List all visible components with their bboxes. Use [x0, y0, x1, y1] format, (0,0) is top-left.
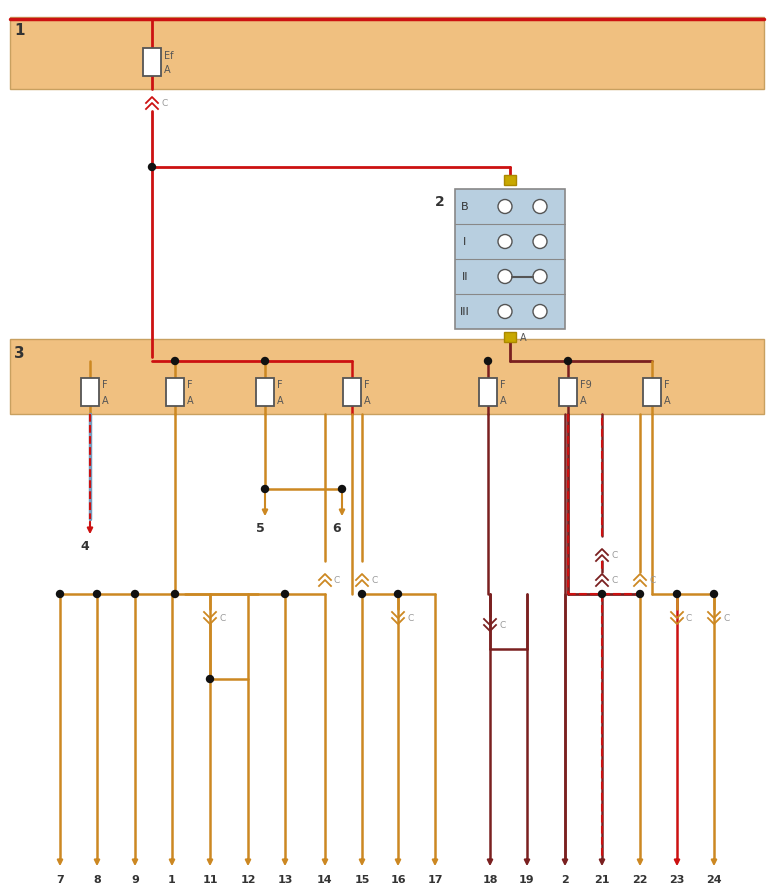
Circle shape: [533, 236, 547, 249]
Text: A: A: [102, 395, 108, 406]
Text: C: C: [371, 576, 377, 585]
Text: C: C: [334, 576, 341, 585]
Text: 15: 15: [354, 874, 370, 884]
Text: C: C: [686, 614, 692, 623]
Text: 21: 21: [594, 874, 610, 884]
Bar: [643, 378, 661, 407]
Text: A: A: [164, 65, 170, 75]
Circle shape: [673, 591, 680, 598]
Circle shape: [498, 270, 512, 284]
Text: 6: 6: [333, 522, 341, 534]
Text: A: A: [580, 395, 587, 406]
Text: C: C: [407, 614, 413, 623]
Circle shape: [533, 200, 547, 214]
Bar: [504, 175, 516, 186]
Circle shape: [498, 236, 512, 249]
Text: C: C: [611, 551, 617, 560]
Text: 9: 9: [131, 874, 139, 884]
Text: 8: 8: [93, 874, 101, 884]
Text: 3: 3: [14, 346, 25, 361]
Text: II: II: [462, 272, 468, 282]
Text: B: B: [461, 202, 469, 213]
Circle shape: [498, 305, 512, 319]
Bar: [10, 339, 764, 415]
Circle shape: [94, 591, 101, 598]
Text: Ef: Ef: [164, 51, 173, 61]
Text: F: F: [500, 379, 505, 390]
Circle shape: [282, 591, 289, 598]
Circle shape: [498, 200, 512, 214]
Bar: [479, 378, 497, 407]
Circle shape: [533, 305, 547, 319]
Bar: [256, 378, 274, 407]
Circle shape: [598, 591, 605, 598]
Circle shape: [636, 591, 643, 598]
Text: C: C: [219, 614, 225, 623]
Bar: [455, 190, 565, 330]
Text: F: F: [187, 379, 193, 390]
Text: F9: F9: [580, 379, 592, 390]
Text: F: F: [364, 379, 370, 390]
Text: A: A: [520, 332, 526, 343]
Circle shape: [564, 358, 571, 365]
Circle shape: [57, 591, 63, 598]
Text: 12: 12: [240, 874, 255, 884]
Circle shape: [262, 486, 269, 493]
Circle shape: [132, 591, 139, 598]
Circle shape: [207, 676, 214, 683]
Text: 11: 11: [202, 874, 217, 884]
Text: F: F: [277, 379, 283, 390]
Text: 1: 1: [14, 23, 25, 38]
Bar: [10, 18, 764, 89]
Text: 1: 1: [168, 874, 176, 884]
Text: 23: 23: [670, 874, 685, 884]
Text: 13: 13: [277, 874, 293, 884]
Text: A: A: [364, 395, 371, 406]
Text: 18: 18: [482, 874, 498, 884]
Text: 19: 19: [519, 874, 535, 884]
Bar: [559, 378, 577, 407]
Text: 5: 5: [255, 522, 265, 534]
Text: 2: 2: [561, 874, 569, 884]
Text: 16: 16: [390, 874, 406, 884]
Text: 24: 24: [706, 874, 722, 884]
Bar: [143, 49, 161, 77]
Text: C: C: [649, 576, 656, 585]
Text: III: III: [460, 307, 470, 317]
Circle shape: [149, 164, 156, 171]
Circle shape: [262, 358, 269, 365]
Circle shape: [711, 591, 717, 598]
Text: A: A: [500, 395, 507, 406]
Circle shape: [395, 591, 402, 598]
Text: C: C: [611, 576, 617, 585]
Text: C: C: [723, 614, 729, 623]
Text: I: I: [464, 237, 467, 247]
Bar: [81, 378, 99, 407]
Circle shape: [358, 591, 365, 598]
Text: 14: 14: [317, 874, 333, 884]
Text: 4: 4: [80, 540, 89, 552]
Text: 22: 22: [632, 874, 648, 884]
Bar: [166, 378, 184, 407]
Text: A: A: [277, 395, 283, 406]
Text: F: F: [664, 379, 670, 390]
Text: C: C: [161, 99, 167, 108]
Text: F: F: [102, 379, 108, 390]
Circle shape: [533, 270, 547, 284]
Text: 7: 7: [57, 874, 64, 884]
Bar: [343, 378, 361, 407]
Text: 17: 17: [427, 874, 443, 884]
Circle shape: [338, 486, 345, 493]
Circle shape: [485, 358, 491, 365]
Circle shape: [172, 591, 179, 598]
Text: C: C: [499, 621, 505, 630]
Text: 2: 2: [435, 195, 445, 209]
Bar: [504, 332, 516, 343]
Circle shape: [172, 358, 179, 365]
Text: A: A: [187, 395, 194, 406]
Text: A: A: [664, 395, 670, 406]
